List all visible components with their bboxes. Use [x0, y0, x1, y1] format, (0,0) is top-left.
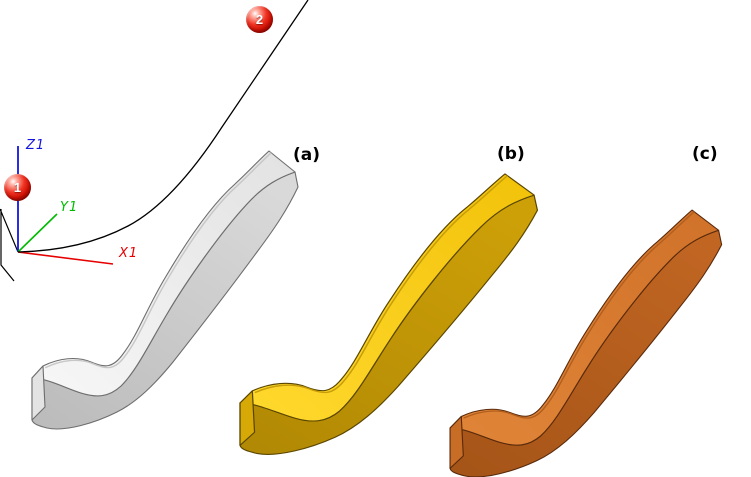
- x-axis-label: X1: [119, 246, 139, 261]
- beam-b-top-face: [239, 173, 535, 422]
- y-axis-line: [17, 213, 58, 253]
- beam-b-end-cap: [239, 390, 256, 446]
- balloon-2-number: 2: [255, 12, 264, 27]
- figure-label-b: (b): [497, 144, 525, 164]
- beam-a: [31, 150, 299, 430]
- beam-a-top-face: [31, 150, 296, 397]
- beam-c-top-face: [449, 209, 720, 446]
- sketch-plane-edges: [0, 208, 19, 282]
- x-axis-line: [17, 251, 114, 265]
- balloon-marker-1: 1: [4, 174, 31, 201]
- beam-a-end-cap: [31, 365, 46, 421]
- sketch-curve: [17, 0, 309, 253]
- figure-label-a: (a): [293, 145, 321, 165]
- beam-b-edge-strip: [254, 175, 508, 394]
- beam-c: [449, 209, 723, 477]
- figure-label-c: (c): [692, 144, 718, 164]
- beam-c-edge-strip: [463, 211, 695, 419]
- z-axis-label: Z1: [26, 138, 46, 153]
- balloon-marker-2: 2: [246, 6, 273, 33]
- beam-a-edge-strip: [44, 152, 272, 369]
- beam-b: [239, 173, 539, 455]
- beam-c-end-cap: [449, 415, 464, 469]
- balloon-1-number: 1: [13, 180, 22, 195]
- y-axis-label: Y1: [60, 200, 79, 215]
